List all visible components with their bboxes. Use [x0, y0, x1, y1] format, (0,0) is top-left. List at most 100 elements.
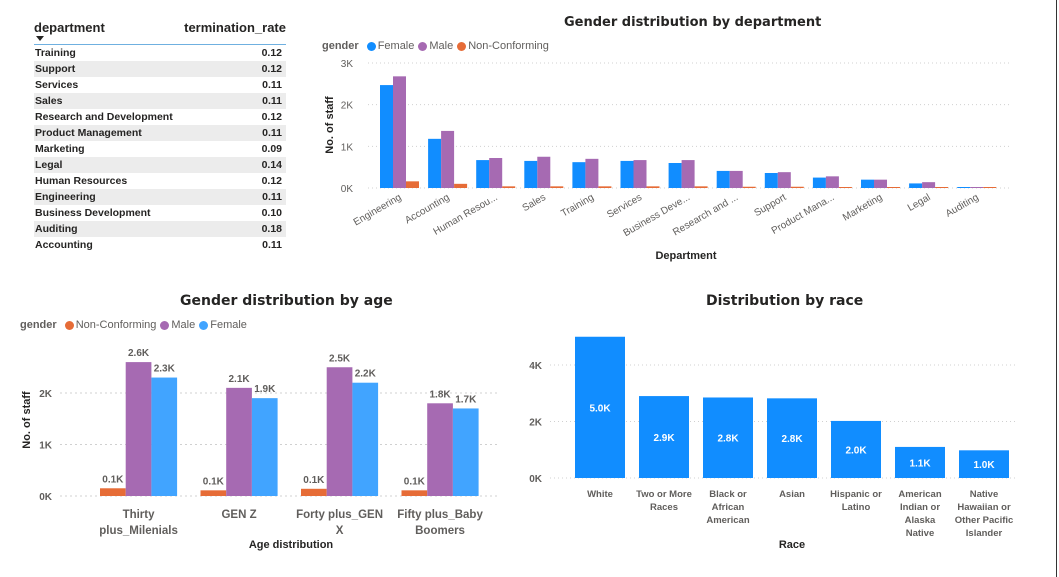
- x-tick-label: Research and ...: [671, 192, 740, 238]
- bar-female: [428, 138, 442, 188]
- legend-item-female[interactable]: Female: [365, 40, 414, 52]
- table-row[interactable]: Engineering 0.11: [34, 189, 286, 205]
- x-tick-label: Native: [970, 489, 999, 500]
- x-tick-label: American: [706, 515, 749, 526]
- table-row[interactable]: Business Development 0.10: [34, 205, 286, 221]
- x-tick-label: Legal: [906, 192, 933, 214]
- bar-non-conforming: [200, 490, 227, 496]
- x-tick-label: GEN Z: [221, 509, 256, 521]
- cell-termination-rate: 0.11: [262, 191, 282, 203]
- cell-termination-rate: 0.11: [262, 79, 282, 91]
- cell-termination-rate: 0.11: [262, 95, 282, 107]
- x-tick-label: Black or: [709, 489, 747, 500]
- bar-male: [125, 362, 152, 496]
- bar-female: [572, 162, 586, 188]
- table-row[interactable]: Human Resources 0.12: [34, 173, 286, 189]
- cell-department: Sales: [35, 95, 63, 107]
- cell-department: Engineering: [35, 191, 96, 203]
- data-label: 0.1K: [102, 474, 124, 485]
- data-label: 0.1K: [303, 475, 325, 486]
- table-row[interactable]: Product Management 0.11: [34, 125, 286, 141]
- bar-female: [957, 187, 971, 188]
- cell-termination-rate: 0.14: [261, 159, 282, 171]
- x-tick-label: Marketing: [841, 192, 885, 223]
- visual-border: [1056, 0, 1057, 577]
- data-label: 1.9K: [254, 384, 276, 395]
- bar-race: [831, 420, 881, 478]
- table-row[interactable]: Sales 0.11: [34, 93, 286, 109]
- x-tick-label: X: [336, 525, 344, 537]
- x-tick-label: American: [898, 489, 941, 500]
- bar-male: [393, 76, 406, 188]
- x-tick-label: Alaska: [905, 515, 936, 526]
- table-header: department termination_rate: [34, 20, 286, 45]
- cell-department: Support: [35, 63, 76, 75]
- cell-termination-rate: 0.18: [261, 223, 282, 235]
- cell-termination-rate: 0.11: [262, 239, 282, 251]
- x-tick-label: Latino: [842, 502, 871, 513]
- legend-item-non-conforming[interactable]: Non-Conforming: [63, 319, 156, 331]
- bar-race: [575, 336, 625, 478]
- bar-female: [812, 177, 826, 188]
- bar-female: [352, 382, 379, 496]
- bar-non-conforming: [100, 488, 126, 496]
- cell-department: Business Development: [35, 207, 151, 219]
- data-label: 1.8K: [429, 389, 451, 400]
- table-row[interactable]: Accounting 0.11: [34, 237, 286, 253]
- column-header-department[interactable]: department: [34, 20, 105, 35]
- bar-female: [668, 163, 682, 188]
- legend-item-male[interactable]: Male: [158, 319, 195, 331]
- bar-male: [489, 158, 503, 188]
- cell-department: Research and Development: [35, 111, 173, 123]
- bar-non-conforming: [454, 183, 468, 188]
- table-row[interactable]: Training 0.12: [34, 45, 286, 61]
- cell-termination-rate: 0.10: [261, 207, 282, 219]
- bar-male: [537, 156, 551, 188]
- x-tick-label: Two or More: [636, 489, 692, 500]
- x-tick-label: Business Deve...: [622, 192, 692, 239]
- x-tick-label: Support: [752, 192, 788, 219]
- bar-non-conforming: [406, 181, 419, 188]
- bar-male: [226, 387, 252, 496]
- bar-female: [151, 377, 178, 496]
- bar-male: [585, 158, 599, 188]
- data-label: 2.3K: [154, 364, 176, 375]
- data-label: 0.1K: [404, 476, 426, 487]
- bar-non-conforming: [838, 187, 852, 188]
- cell-department: Marketing: [35, 143, 85, 155]
- table-row[interactable]: Support 0.12: [34, 61, 286, 77]
- bar-female: [524, 160, 538, 188]
- table-row[interactable]: Research and Development 0.12: [34, 109, 286, 125]
- bar-non-conforming: [790, 186, 804, 188]
- legend-item-male[interactable]: Male: [416, 40, 453, 52]
- table-row[interactable]: Legal 0.14: [34, 157, 286, 173]
- x-tick-label: Accounting: [403, 192, 451, 226]
- legend-age: gender Non-Conforming Male Female: [20, 319, 249, 331]
- bar-male: [633, 160, 647, 188]
- cell-department: Accounting: [35, 239, 93, 251]
- sort-descending-icon[interactable]: [36, 36, 44, 41]
- x-tick-label: Forty plus_GEN: [296, 509, 383, 521]
- bar-non-conforming: [694, 186, 708, 188]
- cell-termination-rate: 0.12: [261, 111, 282, 123]
- table-row[interactable]: Marketing 0.09: [34, 141, 286, 157]
- table-row[interactable]: Services 0.11: [34, 77, 286, 93]
- non-conforming-dot-icon: [64, 320, 74, 330]
- bar-male: [874, 179, 887, 188]
- x-tick-label: Hawaiian or: [957, 502, 1011, 513]
- legend-item-non-conforming[interactable]: Non-Conforming: [455, 40, 549, 52]
- bar-male: [427, 403, 453, 496]
- table-row[interactable]: Auditing 0.18: [34, 221, 286, 237]
- bar-non-conforming: [598, 186, 612, 188]
- column-header-termination-rate[interactable]: termination_rate: [184, 20, 286, 35]
- y-tick-label: 3K: [341, 59, 354, 70]
- x-tick-label: African: [712, 502, 745, 513]
- y-tick-label: 0K: [341, 184, 354, 195]
- bar-male: [681, 160, 695, 188]
- data-label: 1.0K: [973, 460, 995, 471]
- x-tick-label: Sales: [521, 192, 548, 214]
- x-tick-label: Islander: [966, 528, 1003, 539]
- legend-item-female[interactable]: Female: [197, 319, 247, 331]
- legend-title: gender: [322, 40, 359, 52]
- bar-race: [703, 397, 753, 478]
